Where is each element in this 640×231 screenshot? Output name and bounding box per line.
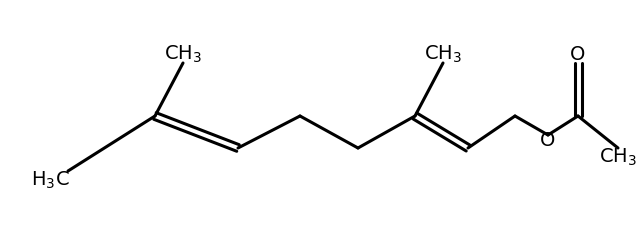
Text: CH$_3$: CH$_3$	[599, 146, 637, 167]
Text: O: O	[570, 44, 586, 63]
Text: O: O	[540, 131, 556, 150]
Text: H$_3$C: H$_3$C	[31, 169, 69, 190]
Text: CH$_3$: CH$_3$	[424, 43, 462, 64]
Text: CH$_3$: CH$_3$	[164, 43, 202, 64]
